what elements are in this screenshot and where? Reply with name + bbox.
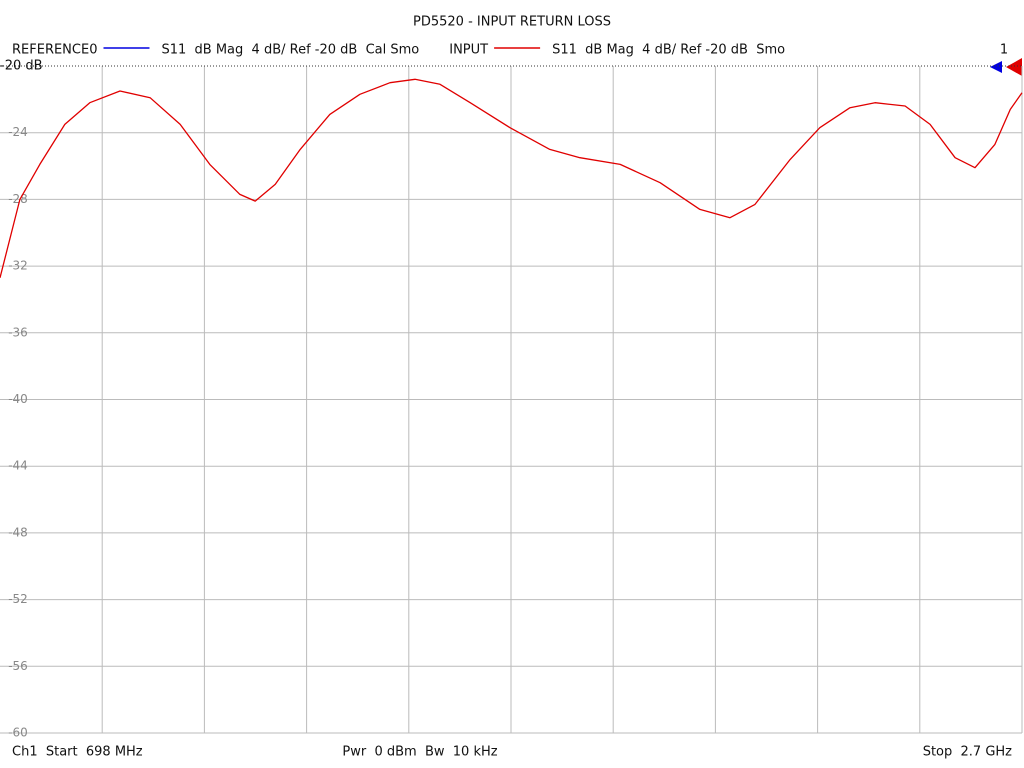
- y-tick-label: -20 dB: [0, 59, 43, 74]
- y-tick-label: -40: [8, 392, 28, 406]
- reference-arrow: [990, 61, 1002, 73]
- y-tick-label: -36: [8, 325, 28, 339]
- legend-text: S11 dB Mag 4 dB/ Ref -20 dB Smo: [552, 43, 785, 58]
- footer-start: Ch1 Start 698 MHz: [12, 745, 143, 760]
- legend-text: S11 dB Mag 4 dB/ Ref -20 dB Cal Smo: [161, 43, 419, 58]
- y-tick-label: -60: [8, 726, 28, 740]
- y-tick-label: -28: [8, 192, 28, 206]
- marker-label: 1: [1000, 43, 1008, 58]
- legend-name: REFERENCE0: [12, 43, 97, 58]
- y-tick-label: -44: [8, 459, 28, 473]
- y-tick-label: -56: [8, 659, 28, 673]
- footer-power: Pwr 0 dBm Bw 10 kHz: [342, 745, 497, 760]
- chart-title: PD5520 - INPUT RETURN LOSS: [413, 15, 611, 30]
- footer-stop: Stop 2.7 GHz: [923, 745, 1012, 760]
- y-tick-label: -52: [8, 592, 28, 606]
- trace: [0, 78, 1023, 278]
- y-tick-label: -32: [8, 259, 28, 273]
- y-tick-label: -48: [8, 525, 28, 539]
- y-tick-label: -24: [8, 125, 28, 139]
- legend-name: INPUT: [449, 43, 488, 58]
- reference-arrow: [1006, 58, 1022, 76]
